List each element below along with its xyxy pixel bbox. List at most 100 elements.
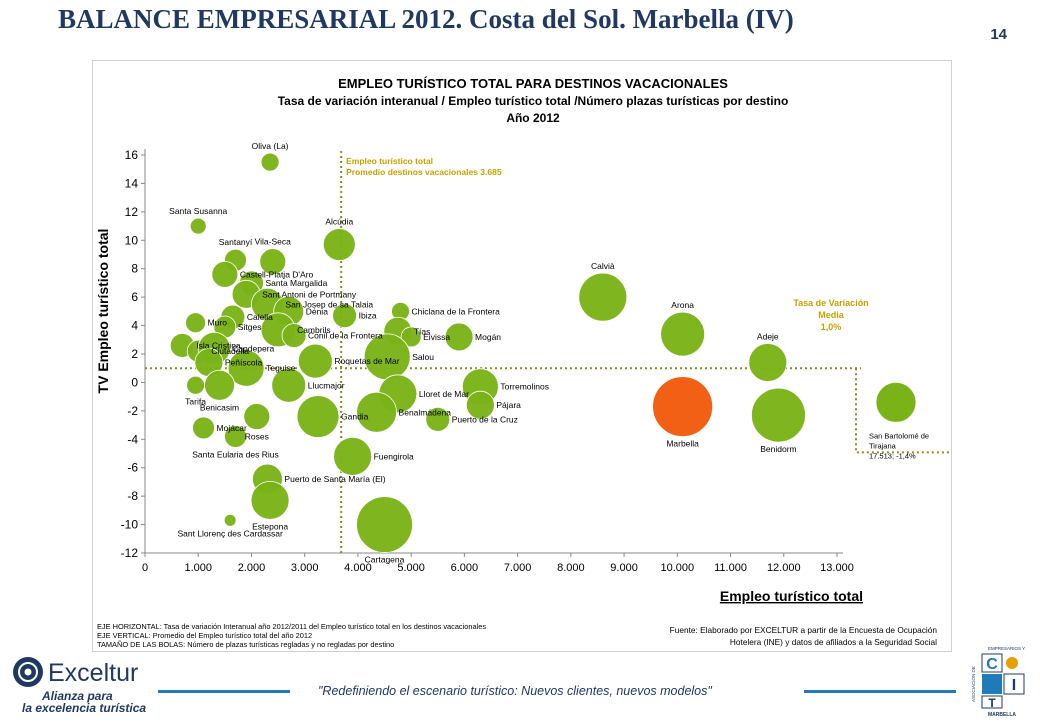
- y-tick-label: 10: [125, 233, 139, 247]
- bubble-label-capdepera: Capdepera: [232, 343, 274, 353]
- bubble-label-peniscola: Peñíscola: [225, 358, 263, 368]
- bubble-cartagena: [356, 496, 413, 553]
- footer-line-left: [158, 690, 290, 693]
- bubble-llucmajor: [271, 367, 307, 403]
- bubble-label-sant-llorenc-des-cardassar: Sant Llorenç des Cardassar: [177, 528, 283, 538]
- bubble-mojacar: [192, 416, 215, 440]
- bubble-label-gandia: Gandia: [341, 412, 369, 422]
- bubble-label-santa-margalida: Santa Margalida: [265, 278, 327, 288]
- bubble-label-estepona: Estepona: [252, 521, 288, 531]
- bubble-label-sant-antoni-de-portmany: Sant Antoni de Portmany: [262, 289, 357, 299]
- bubble-label-san-josep-de-sa-talaia: San Josep de sa Talaia: [285, 299, 373, 309]
- x-axis-title: Empleo turístico total: [720, 588, 863, 604]
- y-tick-label: 12: [125, 205, 139, 219]
- bubble-gandia: [296, 395, 340, 438]
- x-tick-label: 13.000: [820, 562, 854, 574]
- bubble-label-pajara: Pájara: [496, 400, 521, 410]
- y-tick-label: 16: [125, 148, 139, 162]
- x-tick-label: 2.000: [238, 562, 266, 574]
- chart-title-line-3: Año 2012: [506, 111, 560, 125]
- y-tick-label: 6: [131, 290, 138, 304]
- slide-title: BALANCE EMPRESARIAL 2012. Costa del Sol.…: [58, 4, 794, 34]
- x-tick-label: 1.000: [184, 562, 212, 574]
- footer-tagline: "Redefiniendo el escenario turístico: Nu…: [318, 684, 712, 698]
- x-tick-label: 6.000: [451, 562, 479, 574]
- x-tick-label: 12.000: [767, 562, 801, 574]
- x-tick-label: 11.000: [714, 562, 747, 574]
- bubble-label-benalmadena: Benalmádena: [399, 407, 452, 417]
- exceltur-logo: Exceltur Alianza para la excelencia turí…: [12, 654, 152, 716]
- bubble-label-teguise: Teguise: [266, 363, 296, 373]
- chart-frame: EMPLEO TURÍSTICO TOTAL PARA DESTINOS VAC…: [92, 60, 952, 652]
- bubble-santa-eularia-des-rius: [224, 425, 247, 448]
- source-line-2: Hotelera (INE) y datos de afiliados a la…: [730, 637, 937, 647]
- svg-text:ASOCIACIÓN DE: ASOCIACIÓN DE: [970, 666, 976, 702]
- bubbles: [169, 152, 806, 553]
- y-tick-label: 4: [131, 319, 138, 333]
- cit-letter-c: C: [986, 656, 998, 673]
- y-tick-label: 2: [131, 347, 138, 361]
- y-tick-label: 0: [131, 375, 138, 389]
- x-tick-label: 3.000: [291, 562, 319, 574]
- bubble-chart: EMPLEO TURÍSTICO TOTAL PARA DESTINOS VAC…: [95, 76, 951, 649]
- exceltur-wordmark: Exceltur: [48, 659, 138, 687]
- exceltur-slogan-2: la excelencia turística: [22, 701, 146, 715]
- bubble-fuengirola: [333, 436, 373, 476]
- bubble-label-muro: Muro: [208, 318, 228, 328]
- svg-text:MARBELLA: MARBELLA: [988, 712, 1016, 718]
- bubble-label-castell-platja-d-aro: Castell-Platja D'Aro: [240, 269, 314, 279]
- bubble-label-llucmajor: Llucmajor: [308, 380, 345, 390]
- bubble-arona: [660, 311, 706, 357]
- bubble-label-santanyi: Santanyí: [219, 237, 253, 247]
- bubble-alcudia: [322, 228, 356, 261]
- y-tick-label: -4: [127, 432, 138, 446]
- bubble-label-marbella: Marbella: [666, 439, 699, 449]
- outlier-label: Tirajana: [869, 441, 897, 450]
- bubble-roses: [243, 403, 271, 430]
- x-tick-label: 4.000: [344, 562, 372, 574]
- bubble-label-benicasim: Benicasim: [200, 402, 239, 412]
- bubble-label-tias: Tías: [414, 326, 431, 336]
- footer-line-right: [804, 690, 956, 693]
- bubble-label-alcudia: Alcúdia: [325, 217, 353, 227]
- bubble-label-puerto-de-la-cruz: Puerto de la Cruz: [452, 414, 518, 424]
- bubble-puerto-de-la-cruz: [425, 406, 451, 432]
- y-tick-label: -8: [127, 489, 138, 503]
- bubble-label-torremolinos: Torremolinos: [500, 382, 549, 392]
- outlier-label: San Bartolomé de: [869, 431, 929, 440]
- bubble-label-cartagena: Cartagena: [365, 555, 405, 565]
- bubble-label-arona: Arona: [671, 300, 694, 310]
- bubble-label-eivissa: Eivissa: [423, 332, 450, 342]
- bubble-label-mojacar: Mojácar: [217, 423, 247, 433]
- x-tick-label: 7.000: [504, 562, 532, 574]
- bubble-estepona: [250, 481, 290, 520]
- bubble-tarifa: [186, 375, 205, 395]
- bubble-sant-llorenc-des-cardassar: [223, 513, 237, 527]
- bubble-label-calvia: Calvià: [591, 261, 615, 271]
- page-number: 14: [990, 26, 1007, 43]
- bubble-benicasim: [204, 369, 235, 401]
- bubble-santa-susanna: [189, 217, 207, 235]
- bubble-label-tarifa: Tarifa: [185, 396, 206, 406]
- cit-marbella-logo: EMPRESARIOS Y ASOCIACIÓN DE C I T MARBEL…: [968, 644, 1030, 718]
- bubble-label-conil-de-la-frontera: Conil de la Frontera: [308, 331, 383, 341]
- bubble-vila-seca: [259, 248, 287, 276]
- legend-notes: EJE HORIZONTAL: Tasa de variación Intera…: [97, 622, 486, 649]
- bubble-castell-platja-d-aro: [211, 260, 239, 288]
- bubble-pajara: [465, 390, 495, 420]
- x-tick-label: 5.000: [397, 562, 425, 574]
- exceltur-slogan-1: Alianza para: [41, 689, 113, 703]
- bubble-label-benidorm: Benidorm: [760, 444, 796, 454]
- bubble-label-mogan: Mogán: [475, 332, 501, 342]
- y-axis-title: TV Empleo turístico total: [95, 229, 111, 394]
- bubble-label-oliva-la: Oliva (La): [252, 141, 289, 151]
- bubble-label-roquetas-de-mar: Roquetas de Mar: [334, 356, 399, 366]
- reference-horizontal-label: Tasa de Variación: [793, 298, 868, 308]
- reference-horizontal-label: 1,0%: [821, 322, 842, 332]
- bubble-label-puerto-de-santa-maria-el: Puerto de Santa María (El): [284, 474, 385, 484]
- chart-title: EMPLEO TURÍSTICO TOTAL PARA DESTINOS VAC…: [278, 76, 789, 125]
- bubble-calvia: [578, 272, 628, 322]
- bubble-label-salou: Salou: [412, 352, 434, 362]
